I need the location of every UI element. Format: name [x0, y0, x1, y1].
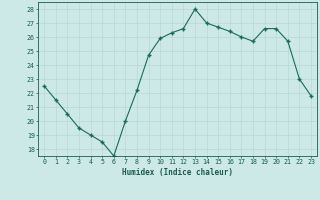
- X-axis label: Humidex (Indice chaleur): Humidex (Indice chaleur): [122, 168, 233, 177]
